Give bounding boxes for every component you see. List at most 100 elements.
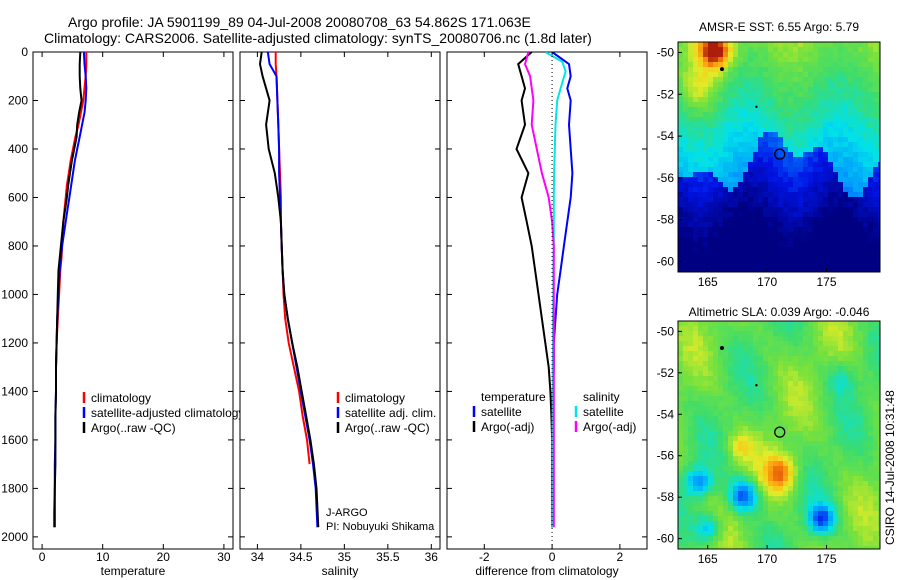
sla_map-cell [738,451,744,457]
sla_map-cell [848,341,854,347]
sst_map-cell [738,152,744,158]
sla_map-cell [753,471,759,477]
sla_map-cell [838,436,844,442]
sla_map-cell [688,516,694,522]
sst_map-cell [713,217,719,223]
sst_map-cell [718,72,724,78]
sst_map-cell [863,132,869,138]
sst_map-cell [863,192,869,198]
sst_map-cell [808,207,814,213]
sla_map-cell [688,416,694,422]
sst_map-cell [703,227,709,233]
sst_map-cell [813,197,819,203]
sla_map-cell [808,371,814,377]
sst_map-cell [863,207,869,213]
sla_map-cell [728,546,734,549]
sst_map-cell [833,192,839,198]
sst_map-cell [828,152,834,158]
sla_map-cell [698,436,704,442]
sla_map-cell [773,436,779,442]
sst_map-cell [778,117,784,123]
sla_map-cell [853,546,859,549]
sst_map-cell [808,87,814,93]
sla_map-cell [688,371,694,377]
sst_map-cell [753,197,759,203]
sla_map-cell [838,466,844,472]
sla_map-cell [738,391,744,397]
sla_map-cell [853,331,859,337]
sla_map-cell [728,376,734,382]
sst_map-cell [713,132,719,138]
sst_map-cell [703,212,709,218]
sla_map-cell [753,466,759,472]
sst_map-cell [808,137,814,143]
sla_map-cell [843,501,849,507]
sst_map-cell [688,107,694,113]
sla_map-cell [763,506,769,512]
sst_map-cell [838,197,844,203]
sst_map-cell [773,72,779,78]
sla_map-cell [833,496,839,502]
sla_map-cell [803,456,809,462]
sst_map-cell [788,72,794,78]
sst_map-cell [848,62,854,68]
sla_map-cell [713,346,719,352]
sst_map-cell [728,227,734,233]
sla_map-cell [818,361,824,367]
sst_map-cell [808,72,814,78]
sla_map-cell [678,366,684,372]
sla_map-cell [838,456,844,462]
sla_map-cell [783,331,789,337]
sla_map-cell [848,401,854,407]
sla_map-cell [868,336,874,342]
sst_map-cell [718,107,724,113]
sst_map-cell [723,177,729,183]
sst_map-cell [703,177,709,183]
sla_map-cell [863,506,869,512]
sla_map-cell [698,511,704,517]
sst_map-cell [873,197,879,203]
sla_map-cell [778,491,784,497]
sst_map-cell [713,227,719,233]
sla_map-cell [863,461,869,467]
sst_map-cell [718,207,724,213]
sla_map-cell [743,496,749,502]
sla_map-cell [873,501,879,507]
sst_map-cell [748,227,754,233]
sst_map-cell [723,192,729,198]
sla_map-cell [728,336,734,342]
sla_map-cell [693,416,699,422]
sst_map-cell [713,177,719,183]
sst_map-cell [758,52,764,58]
sla_map-cell [703,391,709,397]
sla_map-cell [863,411,869,417]
sst_map-cell [753,57,759,63]
sst_map-cell [718,152,724,158]
sst_map-cell [843,87,849,93]
sst_map-cell [788,267,794,272]
sst_map-cell [838,257,844,263]
sla_map-cell [678,326,684,332]
sst_map-cell [688,47,694,53]
sla_map-cell [778,506,784,512]
sla_map-cell [798,461,804,467]
sst_map-cell [683,177,689,183]
sla_map-cell [833,401,839,407]
sla_map-cell [858,491,864,497]
sst_map-cell [803,92,809,98]
sla_map-cell [698,461,704,467]
sst_map-cell [843,207,849,213]
sla_map-cell [783,346,789,352]
sla_map-cell [733,371,739,377]
sla_map-cell [828,431,834,437]
sla_map-cell [683,521,689,527]
sst_map-cell [878,162,880,168]
sst_map-cell [833,47,839,53]
sst_map-cell [758,247,764,253]
sla_map-cell [798,521,804,527]
sla_map-cell [683,321,689,327]
sla_map-cell [678,451,684,457]
sla_map-cell [713,431,719,437]
sst_map-cell [768,147,774,153]
sla_map-cell [833,481,839,487]
